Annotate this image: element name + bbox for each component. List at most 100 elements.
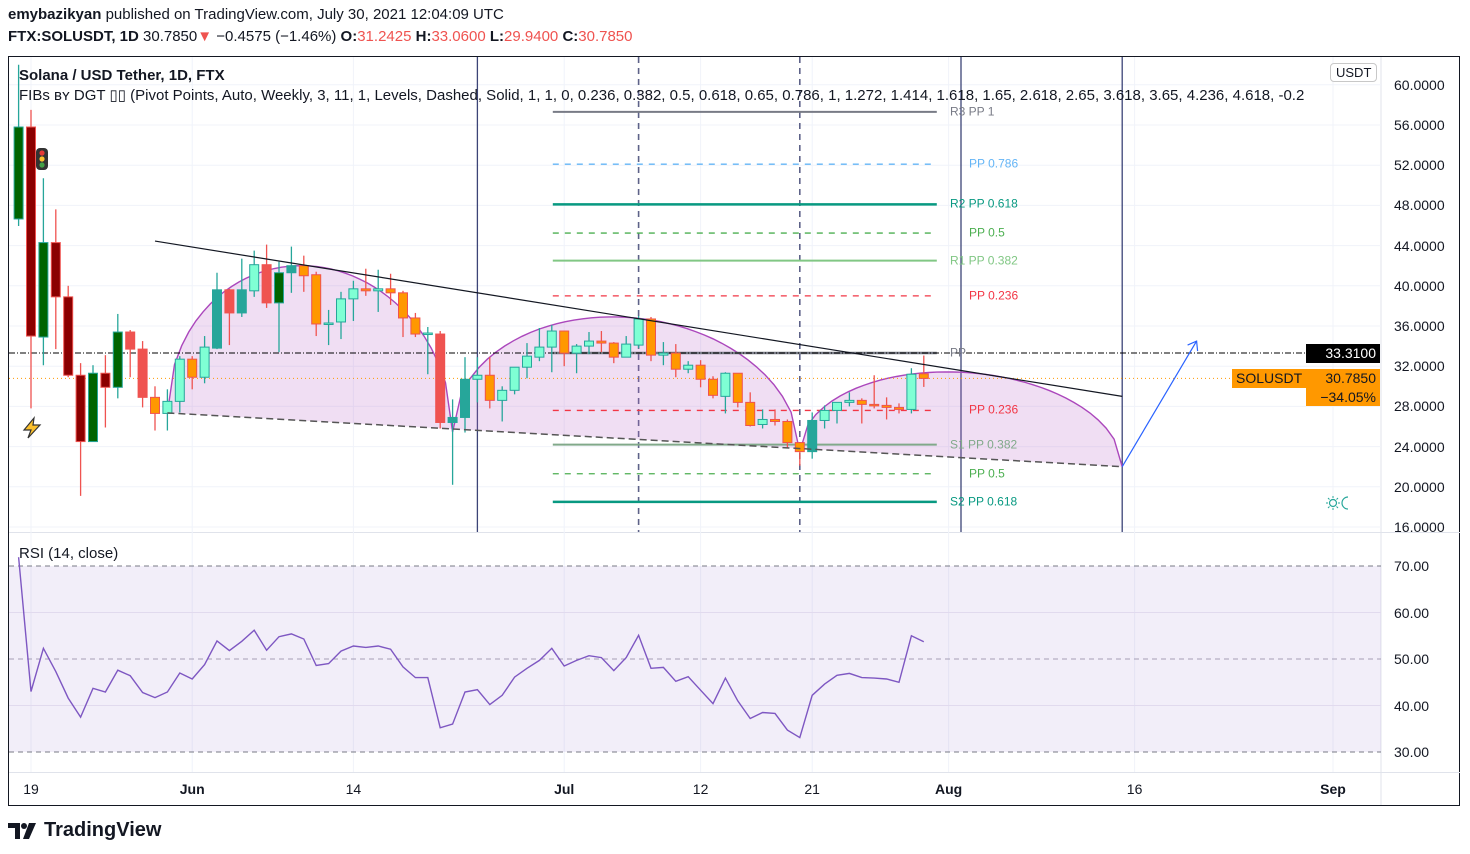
candle-body (522, 355, 532, 368)
pivot-label: PP 0.5 (969, 466, 1005, 481)
lower-trendline (167, 412, 1123, 468)
indicator-legend[interactable]: FIBs ʙʏ DGT ▯▯ (Pivot Points, Auto, Week… (19, 87, 1305, 104)
candle-body (323, 322, 334, 325)
candle-body (856, 399, 867, 405)
candle (484, 357, 495, 409)
price-tick-label: 36.0000 (1394, 318, 1445, 334)
candle-body (174, 358, 185, 402)
candle-body (782, 420, 793, 444)
candle-body (460, 378, 470, 418)
candle (856, 398, 867, 424)
candle (88, 365, 98, 443)
candle (26, 109, 36, 409)
candle (522, 343, 532, 379)
candle-body (571, 345, 582, 354)
candle-body (249, 264, 260, 292)
chart-title: Solana / USD Tether, 1D, FTX (19, 67, 225, 84)
candle-body (261, 264, 272, 304)
candle-body (100, 372, 111, 388)
candle-body (125, 331, 136, 350)
candle-body (447, 416, 458, 423)
candle (596, 331, 607, 353)
candle-body (819, 409, 830, 421)
rsi-legend[interactable]: RSI (14, close) (19, 545, 119, 562)
rsi-tick-label: 50.00 (1394, 651, 1430, 667)
price-tick-label: 20.0000 (1394, 478, 1445, 495)
candle (782, 419, 793, 448)
pivot-label: PP 0.236 (969, 288, 1019, 303)
candle (199, 336, 210, 384)
candle (770, 409, 780, 426)
candle-body (658, 352, 669, 356)
upper-trendline (154, 240, 1123, 397)
projection-arrow (1121, 340, 1198, 468)
candle (695, 360, 706, 388)
candle-body (794, 442, 805, 453)
candle (881, 397, 892, 420)
candle-body (708, 378, 718, 396)
rsi-tick-label: 30.00 (1394, 744, 1430, 760)
candle-body (224, 289, 235, 314)
candle (174, 356, 185, 413)
pivot-label: S2 PP 0.618 (950, 494, 1018, 509)
symbol: FTX:SOLUSDT, 1D (8, 28, 139, 45)
candle (13, 64, 24, 227)
candle-body (50, 242, 61, 298)
pivot-label: S1 PP 0.382 (950, 437, 1018, 452)
candle-body (286, 265, 297, 274)
candle (894, 403, 904, 414)
candle-body (336, 298, 346, 323)
candle (323, 309, 334, 346)
time-tick-label: 14 (345, 781, 362, 797)
candle-body (918, 373, 929, 379)
lightning-icon[interactable] (20, 416, 44, 440)
currency-button[interactable]: USDT (1330, 63, 1378, 82)
candle (398, 290, 408, 338)
candle-body (670, 352, 681, 370)
candle-body (770, 418, 780, 422)
last-price-value: 30.7850 (1325, 370, 1376, 386)
low-value: 29.9400 (504, 28, 559, 45)
rsi-pane[interactable] (9, 557, 1381, 753)
candle (236, 258, 247, 317)
candle-body (844, 399, 855, 403)
traffic-light-icon[interactable] (35, 147, 49, 171)
candle-body (881, 404, 892, 408)
candle-body (472, 374, 483, 380)
candle (584, 332, 594, 355)
tradingview-logo[interactable]: TradingView (8, 819, 161, 842)
candle (460, 357, 470, 433)
time-tick-label: 16 (1126, 781, 1143, 797)
pivot-label: R3 PP 1 (950, 104, 995, 119)
candle (187, 356, 198, 390)
candle-body (633, 318, 644, 346)
candle-body (88, 372, 98, 443)
candle-body (732, 372, 743, 403)
sun-moon-icon[interactable] (1326, 495, 1352, 511)
candle (75, 363, 86, 496)
price-tick-label: 16.0000 (1394, 519, 1445, 535)
candle-body (274, 272, 284, 304)
candle-body (162, 400, 173, 414)
rsi-tick-label: 70.00 (1394, 558, 1430, 574)
chart-frame[interactable] (8, 56, 1460, 806)
candle (546, 324, 557, 373)
time-tick-label: 19 (23, 781, 39, 797)
candle-body (807, 419, 818, 453)
last-price-badge: SOLUSDT 30.7850 (1232, 369, 1380, 388)
candle-body (757, 418, 768, 425)
candle-body (13, 126, 24, 220)
candle-body (621, 343, 632, 358)
candle (633, 315, 644, 349)
candle-body (894, 406, 904, 410)
candle (794, 442, 805, 466)
candle-body (695, 364, 706, 380)
candle (559, 330, 570, 367)
main-pane[interactable] (9, 57, 1381, 532)
candle (261, 244, 272, 308)
last-change-percent: −34.05% (1306, 388, 1380, 406)
candle (670, 344, 681, 378)
author-name[interactable]: emybazikyan (8, 6, 102, 23)
candle (571, 344, 582, 374)
